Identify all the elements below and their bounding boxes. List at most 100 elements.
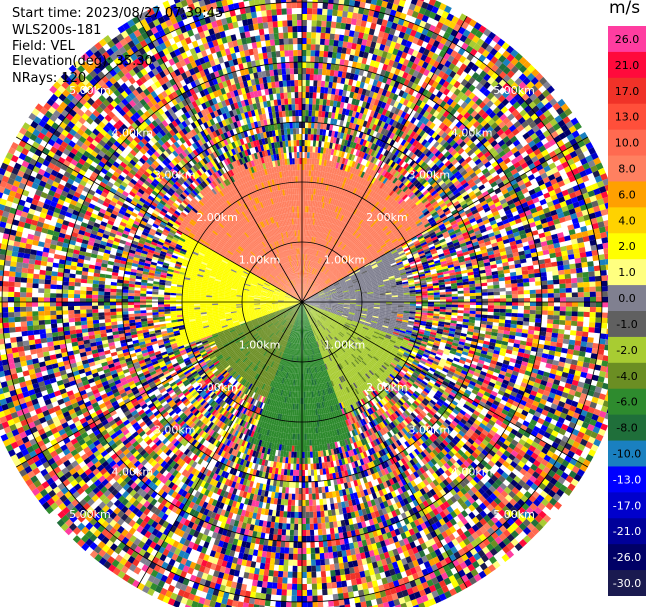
velocity-gate (475, 286, 482, 290)
velocity-gate (307, 248, 309, 255)
velocity-gate (574, 257, 582, 264)
velocity-gate (312, 218, 316, 225)
velocity-gate (302, 86, 306, 92)
velocity-gate (409, 303, 416, 306)
velocity-gate (553, 310, 560, 316)
velocity-gate (322, 2, 329, 10)
velocity-gate (318, 134, 323, 142)
velocity-gate (433, 297, 440, 300)
velocity-gate (307, 218, 310, 225)
velocity-gate (325, 75, 330, 82)
velocity-gate (368, 299, 374, 301)
velocity-gate (493, 288, 500, 292)
velocity-gate (314, 116, 319, 123)
velocity-gate (305, 272, 308, 279)
velocity-gate (582, 271, 589, 278)
velocity-gate (461, 269, 468, 274)
velocity-gate (572, 302, 578, 307)
velocity-gate (439, 292, 446, 295)
velocity-gate (302, 0, 308, 2)
velocity-gate (385, 297, 392, 300)
velocity-gate (510, 275, 517, 280)
velocity-gate (320, 189, 324, 196)
velocity-gate (445, 291, 452, 295)
velocity-gate (558, 274, 565, 280)
velocity-gate (553, 293, 560, 298)
velocity-gate (487, 285, 494, 289)
velocity-gate (340, 53, 346, 60)
velocity-gate (302, 116, 306, 122)
velocity-gate (593, 265, 601, 272)
velocity-gate (346, 42, 353, 49)
velocity-gate (304, 254, 307, 261)
velocity-gate (335, 107, 340, 114)
velocity-gate (308, 116, 312, 123)
velocity-gate (565, 278, 572, 284)
velocity-gate (304, 158, 307, 165)
velocity-gate (599, 338, 606, 345)
velocity-gate (343, 59, 349, 67)
velocity-gate (362, 303, 368, 305)
velocity-gate (316, 213, 320, 220)
velocity-gate (589, 307, 596, 313)
velocity-gate (333, 70, 339, 77)
velocity-gate (303, 284, 304, 291)
velocity-gate (312, 212, 315, 219)
velocity-gate (487, 288, 494, 293)
velocity-gate (310, 56, 315, 63)
velocity-gate (302, 74, 306, 80)
velocity-gate (559, 320, 566, 325)
velocity-gate (316, 134, 320, 141)
velocity-gate (332, 45, 338, 53)
velocity-gate (552, 275, 559, 280)
velocity-gate (482, 298, 488, 302)
velocity-gate (318, 62, 323, 69)
velocity-gate (601, 312, 608, 318)
velocity-gate (311, 14, 318, 21)
velocity-gate (487, 295, 494, 299)
velocity-gate (536, 297, 542, 302)
velocity-gate (541, 280, 548, 286)
velocity-gate (563, 334, 570, 340)
velocity-gate (306, 62, 311, 69)
velocity-gate (351, 0, 356, 1)
velocity-gate (307, 200, 310, 207)
velocity-gate (476, 298, 482, 302)
velocity-gate (309, 242, 312, 249)
velocity-gate (559, 311, 566, 316)
velocity-gate (308, 242, 311, 249)
velocity-gate (427, 306, 434, 309)
velocity-gate (315, 182, 319, 190)
velocity-gate (594, 322, 602, 329)
velocity-gate (314, 176, 318, 183)
velocity-gate (469, 307, 476, 312)
velocity-gate (303, 284, 305, 291)
velocity-gate (303, 278, 305, 285)
velocity-gate (528, 277, 536, 283)
velocity-gate (517, 286, 524, 291)
velocity-gate (324, 178, 329, 185)
velocity-gate (475, 295, 482, 299)
velocity-gate (327, 3, 334, 10)
velocity-gate (553, 306, 560, 311)
velocity-gate (345, 47, 352, 55)
velocity-gate (307, 140, 311, 147)
velocity-gate (439, 294, 446, 298)
velocity-gate (588, 327, 595, 333)
velocity-gate (547, 310, 554, 316)
velocity-gate (309, 146, 313, 153)
velocity-gate (492, 281, 500, 286)
velocity-gate (565, 315, 572, 321)
velocity-gate (318, 104, 323, 112)
velocity-gate (584, 297, 590, 302)
velocity-gate (302, 122, 306, 128)
velocity-gate (587, 261, 594, 267)
velocity-gate (326, 172, 330, 179)
velocity-gate (304, 278, 306, 285)
velocity-gate (576, 277, 584, 283)
velocity-gate (516, 324, 523, 330)
velocity-gate (599, 333, 607, 340)
velocity-gate (596, 302, 602, 308)
velocity-gate (595, 312, 602, 318)
velocity-gate (316, 176, 320, 184)
